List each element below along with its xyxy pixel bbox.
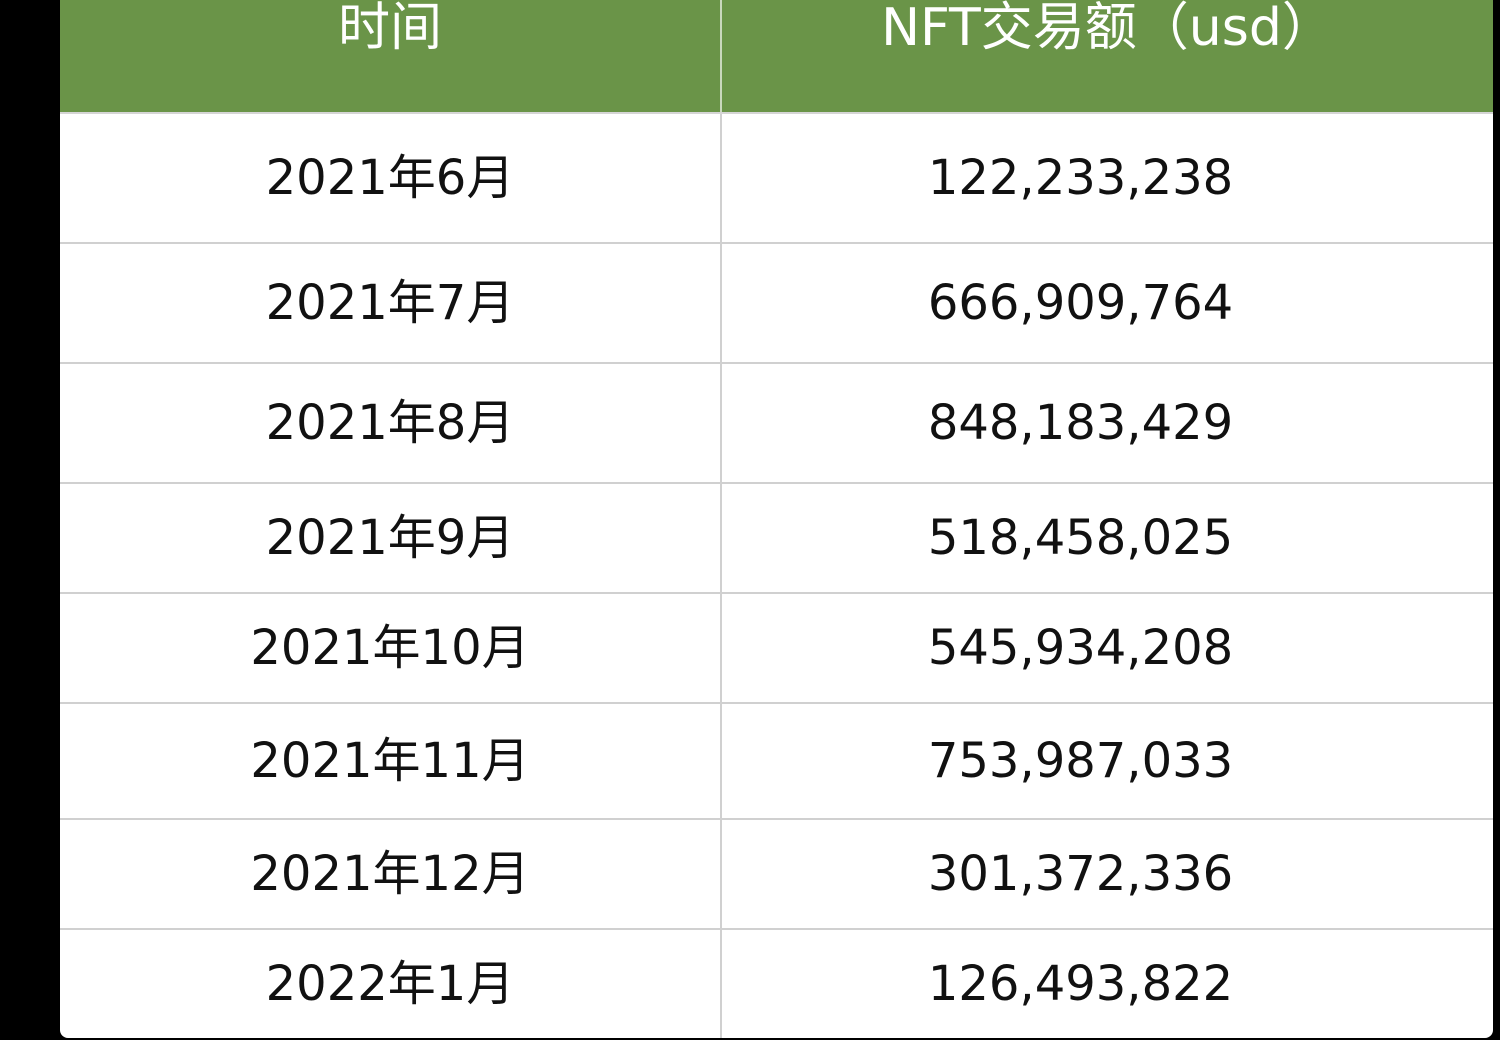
column-header-time: 时间 <box>60 0 722 114</box>
time-cell: 2022年1月 <box>60 929 722 1038</box>
amount-cell: 545,934,208 <box>721 593 1493 704</box>
table-row: 2021年8月 848,183,429 <box>60 363 1493 484</box>
time-cell: 2021年9月 <box>60 483 722 594</box>
amount-cell: 753,987,033 <box>721 703 1493 820</box>
table-row: 2021年7月 666,909,764 <box>60 243 1493 364</box>
amount-cell: 518,458,025 <box>721 483 1493 594</box>
table-row: 2021年10月 545,934,208 <box>60 593 1493 704</box>
nft-volume-table: 时间 NFT交易额（usd） 2021年6月 122,233,238 2021年… <box>60 0 1493 1038</box>
time-cell: 2021年7月 <box>60 243 722 364</box>
time-cell: 2021年12月 <box>60 819 722 930</box>
table-row: 2021年12月 301,372,336 <box>60 819 1493 930</box>
time-cell: 2021年11月 <box>60 703 722 820</box>
table-row: 2021年11月 753,987,033 <box>60 703 1493 820</box>
time-cell: 2021年6月 <box>60 113 722 244</box>
table-header-row: 时间 NFT交易额（usd） <box>60 0 1493 114</box>
amount-cell: 848,183,429 <box>721 363 1493 484</box>
amount-cell: 122,233,238 <box>721 113 1493 244</box>
amount-cell: 301,372,336 <box>721 819 1493 930</box>
table-row: 2021年6月 122,233,238 <box>60 113 1493 244</box>
table-row: 2021年9月 518,458,025 <box>60 483 1493 594</box>
time-cell: 2021年8月 <box>60 363 722 484</box>
amount-cell: 666,909,764 <box>721 243 1493 364</box>
amount-cell: 126,493,822 <box>927 956 1234 1012</box>
table-row: 2022年1月 126,493,822 <box>60 929 1493 1038</box>
nft-volume-table-card: 时间 NFT交易额（usd） 2021年6月 122,233,238 2021年… <box>60 0 1493 1038</box>
time-cell: 2021年10月 <box>60 593 722 704</box>
column-header-nft-volume: NFT交易额（usd） <box>721 0 1493 114</box>
